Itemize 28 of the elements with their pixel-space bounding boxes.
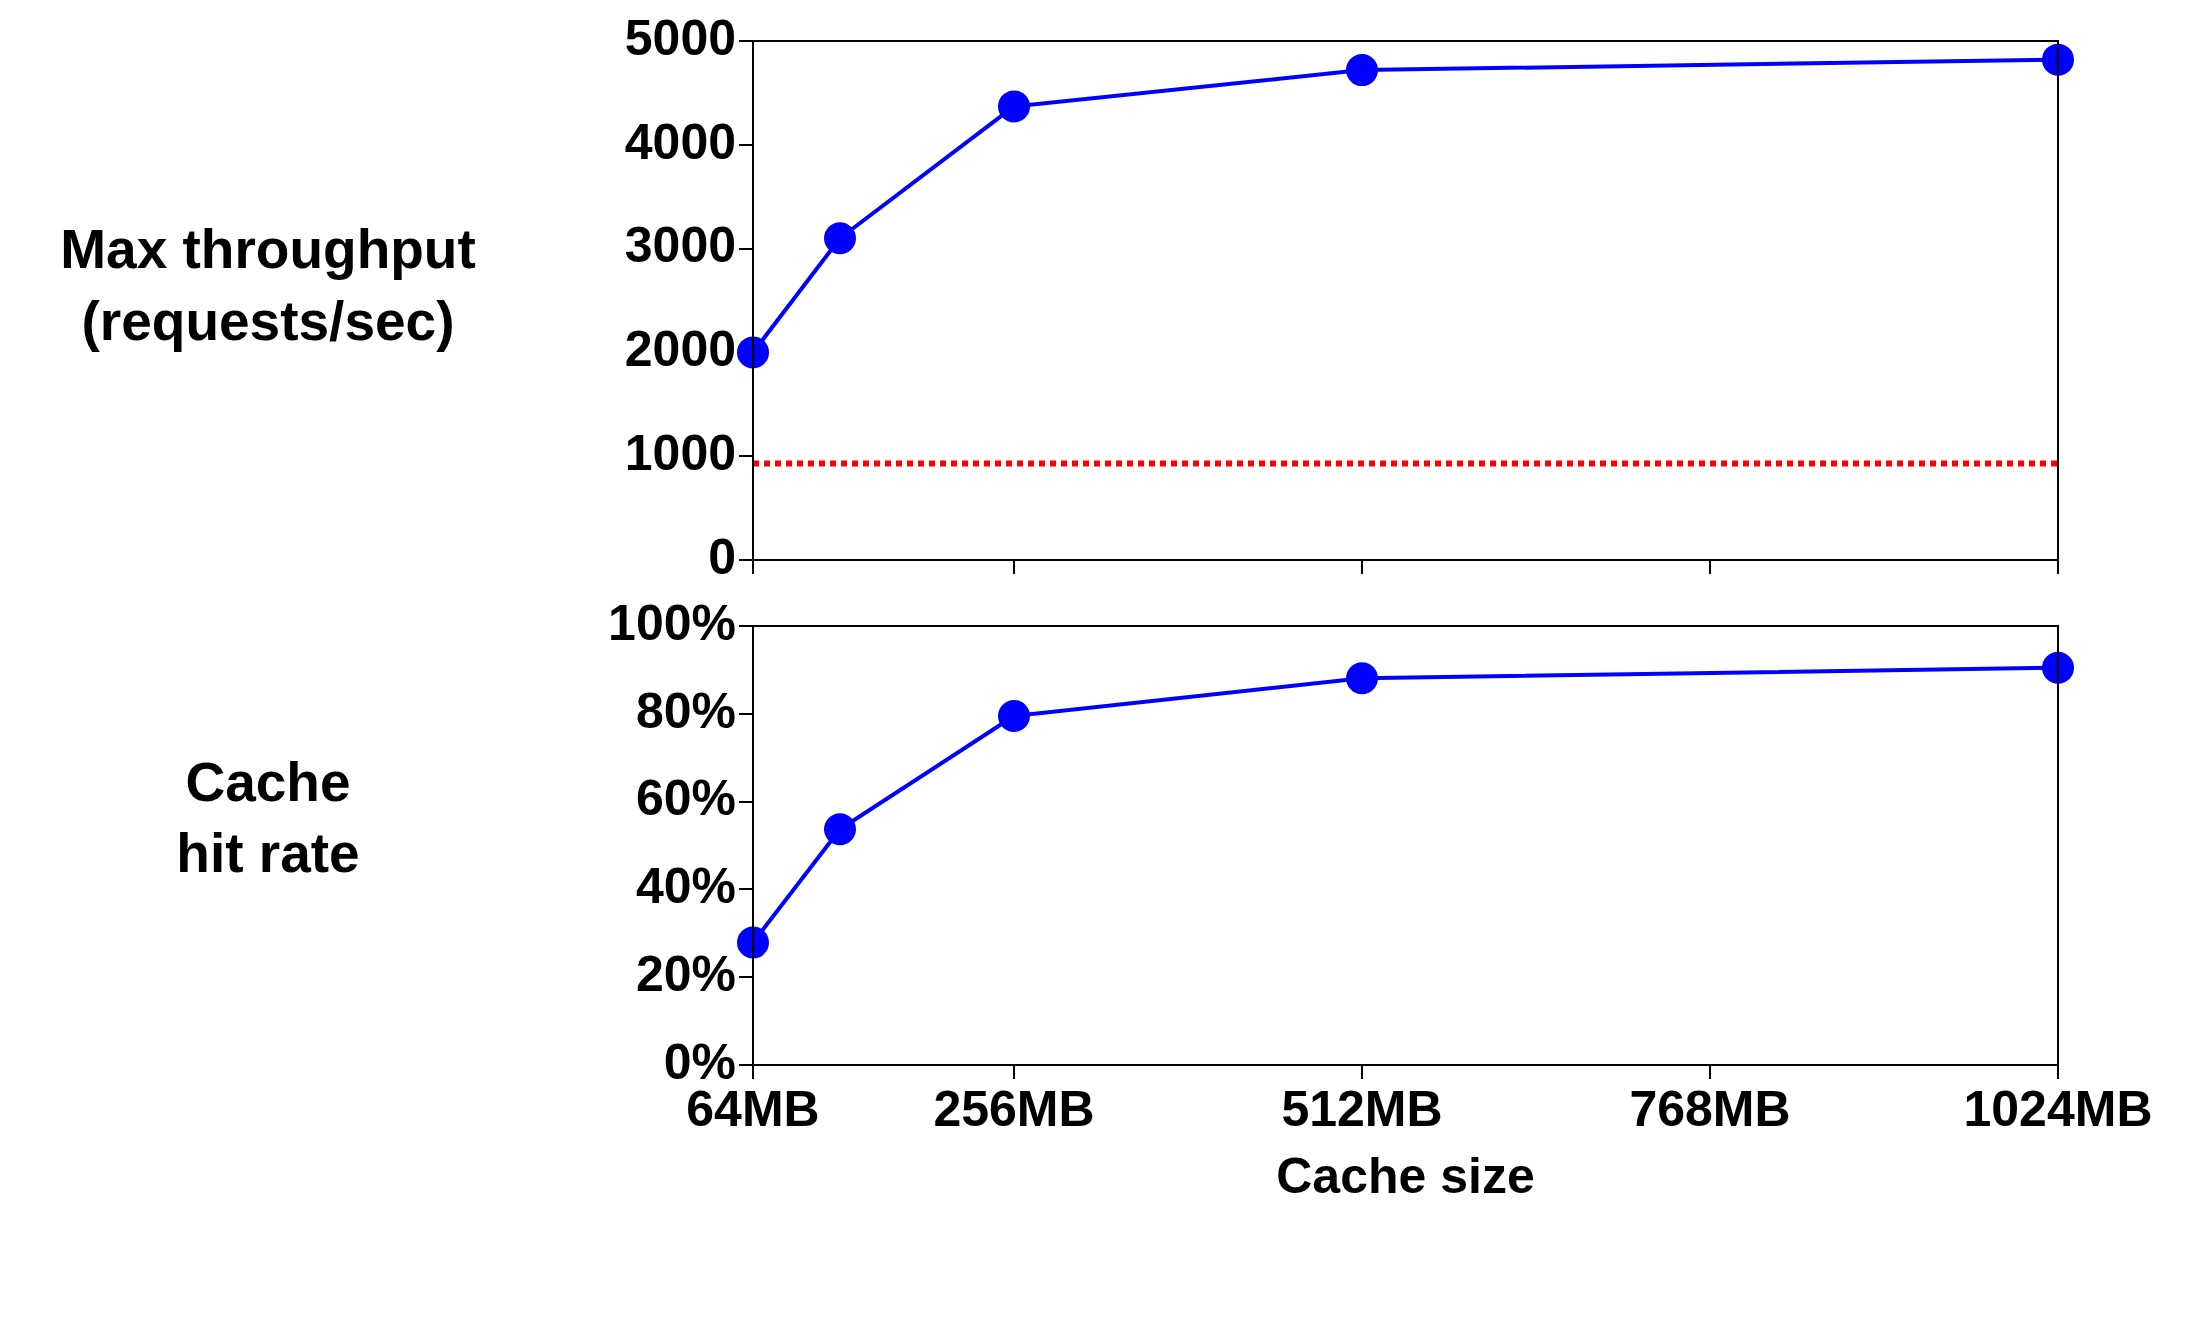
- y-tick-label: 20%: [635, 945, 736, 1002]
- point: [2042, 43, 2074, 76]
- y-tick-label: 3000: [624, 217, 736, 274]
- point: [824, 222, 856, 255]
- point: [737, 336, 769, 369]
- y-tick-label: 2000: [624, 321, 736, 378]
- y-tick-label: 60%: [635, 770, 736, 827]
- point: [1346, 54, 1378, 87]
- x-tick-label: 768MB: [1629, 1080, 1791, 1137]
- y-tick-label: 1000: [624, 424, 736, 481]
- y-tick-label: 100%: [608, 594, 736, 651]
- x-tick-label: 1024MB: [1963, 1080, 2153, 1137]
- x-axis-title: Cache size: [1276, 1147, 1535, 1204]
- y-tick-label: 4000: [624, 113, 736, 170]
- y-tick-label: 5000: [624, 9, 736, 66]
- point: [998, 700, 1030, 732]
- y-axis-title: Max throughput (requests/sec): [59, 217, 477, 354]
- point: [1346, 662, 1378, 695]
- point: [2042, 651, 2074, 684]
- y-axis-title: Cache hit rate: [175, 749, 361, 886]
- x-tick-label: 512MB: [1281, 1080, 1443, 1137]
- point: [737, 926, 769, 959]
- y-tick-label: 40%: [635, 858, 736, 915]
- y-tick-label: 80%: [635, 682, 736, 739]
- point: [824, 813, 856, 846]
- x-tick-label: 256MB: [933, 1080, 1095, 1137]
- point: [998, 90, 1030, 123]
- y-tick-label: 0: [708, 528, 736, 585]
